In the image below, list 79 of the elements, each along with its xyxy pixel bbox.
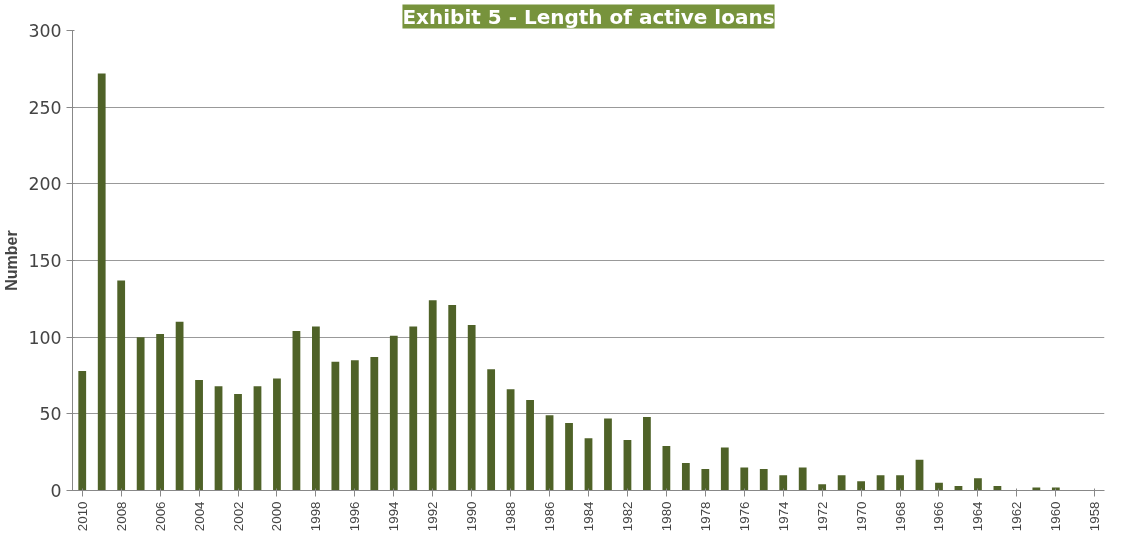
x-tick-label: 1972 — [814, 501, 830, 532]
x-tick-label: 1988 — [503, 501, 519, 532]
x-tick-label: 1994 — [386, 500, 402, 532]
x-tick-label: 2000 — [269, 501, 285, 532]
x-tick-label: 1980 — [658, 501, 674, 532]
y-tick-label: 150 — [28, 251, 62, 271]
bar — [857, 481, 865, 491]
y-axis-title: Number — [3, 230, 21, 291]
x-tick-label: 2008 — [113, 501, 129, 532]
bar — [818, 484, 827, 491]
bar — [779, 475, 788, 491]
y-tick-label: 200 — [28, 174, 62, 195]
bar — [78, 370, 87, 491]
x-tick-label: 1978 — [697, 501, 713, 532]
x-tick-label: 1974 — [775, 500, 791, 532]
y-tick-label: 0 — [50, 481, 62, 501]
bar — [1051, 487, 1060, 491]
bar — [604, 418, 612, 491]
bar — [389, 335, 398, 491]
bar — [935, 482, 943, 491]
x-tick-label: 1970 — [853, 501, 869, 532]
x-tick-label: 1984 — [581, 500, 596, 532]
bar — [409, 326, 418, 491]
bar — [428, 300, 437, 491]
bar — [97, 73, 106, 491]
bar — [273, 378, 281, 491]
y-tick-label: 100 — [28, 327, 62, 348]
bar — [701, 469, 710, 491]
bar — [467, 324, 476, 491]
bar — [1032, 487, 1041, 491]
bar — [896, 475, 904, 491]
x-tick-label: 2002 — [230, 501, 246, 532]
bar — [136, 337, 145, 491]
bar — [487, 369, 496, 491]
chart-title: Exhibit 5 - Length of active loans — [402, 4, 775, 29]
bar — [740, 467, 749, 491]
x-tick-label: 1960 — [1048, 501, 1064, 532]
x-tick-label: 2004 — [191, 500, 207, 532]
bar — [526, 400, 534, 491]
y-tick-label: 250 — [28, 97, 62, 118]
bar — [214, 386, 223, 491]
y-tick-label: 300 — [28, 21, 62, 41]
bar — [681, 462, 690, 491]
x-tick-label: 1990 — [464, 501, 480, 532]
bar — [448, 304, 457, 491]
x-tick-label: 1976 — [736, 501, 752, 532]
x-tick-label: 1962 — [1009, 501, 1025, 532]
x-tick-label: 1968 — [892, 501, 908, 532]
bar — [837, 475, 846, 491]
bar — [720, 447, 729, 491]
x-tick-label: 1964 — [970, 500, 986, 532]
x-tick-label: 1998 — [308, 501, 324, 532]
bar — [370, 357, 379, 491]
bar — [117, 280, 126, 491]
bar — [234, 393, 242, 491]
x-tick-label: 1982 — [619, 501, 635, 532]
x-tick-label: 2010 — [74, 501, 90, 532]
bar — [545, 415, 554, 491]
y-tick-label: 50 — [39, 404, 62, 425]
bar — [565, 423, 573, 491]
x-tick-label: 1966 — [931, 501, 947, 532]
bar — [643, 416, 651, 491]
bar — [292, 331, 301, 491]
x-tick-label: 1986 — [542, 501, 558, 532]
bar — [662, 446, 671, 491]
x-tick-label: 1992 — [425, 501, 441, 532]
bar — [195, 380, 203, 491]
x-tick-label: 1958 — [1087, 501, 1103, 532]
bar — [331, 361, 340, 491]
x-tick-label: 2006 — [152, 501, 168, 532]
bar — [974, 478, 982, 491]
bar — [156, 334, 165, 491]
bar — [312, 326, 320, 491]
bar — [506, 389, 515, 491]
bar — [798, 467, 807, 491]
x-tick-label: 1996 — [347, 501, 363, 532]
bar — [253, 386, 262, 491]
bar — [759, 469, 768, 491]
bar — [350, 360, 359, 491]
